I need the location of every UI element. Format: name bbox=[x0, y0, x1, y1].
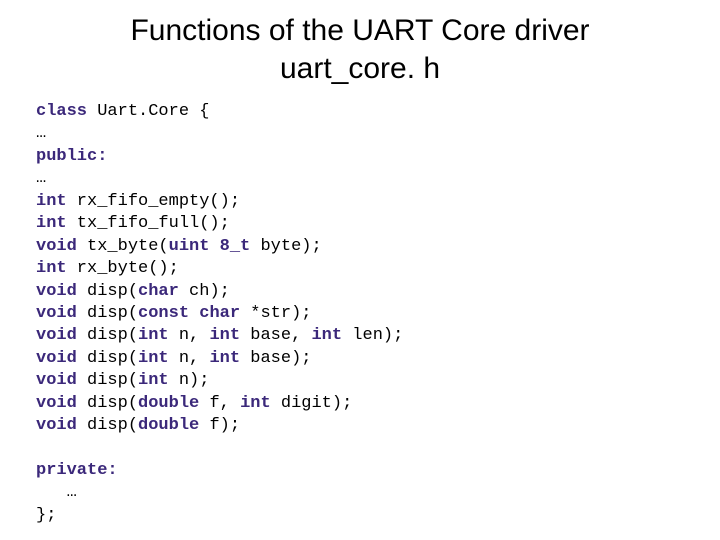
kw-int: int bbox=[138, 349, 169, 368]
param: digit); bbox=[271, 394, 353, 413]
param: n, bbox=[169, 326, 210, 345]
kw-int: int bbox=[138, 326, 169, 345]
kw-int: int bbox=[36, 192, 67, 211]
kw-int: int bbox=[36, 214, 67, 233]
kw-int: int bbox=[311, 326, 342, 345]
fn-disp-str-tail: *str); bbox=[240, 304, 311, 323]
type-uint8: uint 8_t bbox=[169, 237, 251, 256]
kw-private: private: bbox=[36, 461, 118, 480]
kw-void: void bbox=[36, 237, 77, 256]
fn-disp-int2: disp( bbox=[77, 349, 138, 368]
ellipsis: … bbox=[36, 483, 77, 502]
fn-rx-byte: rx_byte(); bbox=[67, 259, 179, 278]
kw-void: void bbox=[36, 416, 77, 435]
param: base, bbox=[240, 326, 311, 345]
param: f); bbox=[199, 416, 240, 435]
kw-int: int bbox=[138, 371, 169, 390]
fn-disp-char: disp( bbox=[77, 282, 138, 301]
kw-void: void bbox=[36, 282, 77, 301]
fn-disp-int3: disp( bbox=[77, 326, 138, 345]
kw-void: void bbox=[36, 371, 77, 390]
title-line-2: uart_core. h bbox=[280, 52, 440, 85]
param: len); bbox=[342, 326, 403, 345]
kw-void: void bbox=[36, 349, 77, 368]
ellipsis: … bbox=[36, 124, 46, 143]
kw-void: void bbox=[36, 394, 77, 413]
kw-int: int bbox=[209, 349, 240, 368]
ellipsis: … bbox=[36, 169, 46, 188]
fn-tx-byte-tail: byte); bbox=[250, 237, 321, 256]
kw-public: public: bbox=[36, 147, 107, 166]
fn-disp-int1: disp( bbox=[77, 371, 138, 390]
kw-int: int bbox=[240, 394, 271, 413]
class-name: Uart.Core bbox=[97, 102, 189, 121]
fn-disp-char-tail: ch); bbox=[179, 282, 230, 301]
brace-open: { bbox=[189, 102, 209, 121]
param: n, bbox=[169, 349, 210, 368]
param: n); bbox=[169, 371, 210, 390]
kw-char: char bbox=[138, 282, 179, 301]
brace-close: }; bbox=[36, 506, 56, 525]
kw-double: double bbox=[138, 394, 199, 413]
title-line-1: Functions of the UART Core driver bbox=[130, 14, 589, 47]
kw-class: class bbox=[36, 102, 87, 121]
fn-disp-str: disp( bbox=[77, 304, 138, 323]
kw-char: char bbox=[189, 304, 240, 323]
kw-int: int bbox=[209, 326, 240, 345]
kw-double: double bbox=[138, 416, 199, 435]
slide: Functions of the UART Core driver uart_c… bbox=[0, 0, 720, 540]
fn-tx-fifo-full: tx_fifo_full(); bbox=[67, 214, 230, 233]
code-block: class Uart.Core { … public: … int rx_fif… bbox=[36, 101, 684, 527]
fn-disp-double1: disp( bbox=[77, 416, 138, 435]
fn-rx-fifo-empty: rx_fifo_empty(); bbox=[67, 192, 240, 211]
param: f, bbox=[199, 394, 240, 413]
fn-disp-double2: disp( bbox=[77, 394, 138, 413]
kw-void: void bbox=[36, 304, 77, 323]
fn-tx-byte: tx_byte( bbox=[77, 237, 169, 256]
kw-const: const bbox=[138, 304, 189, 323]
param: base); bbox=[240, 349, 311, 368]
slide-title: Functions of the UART Core driver uart_c… bbox=[36, 12, 684, 87]
kw-void: void bbox=[36, 326, 77, 345]
kw-int: int bbox=[36, 259, 67, 278]
